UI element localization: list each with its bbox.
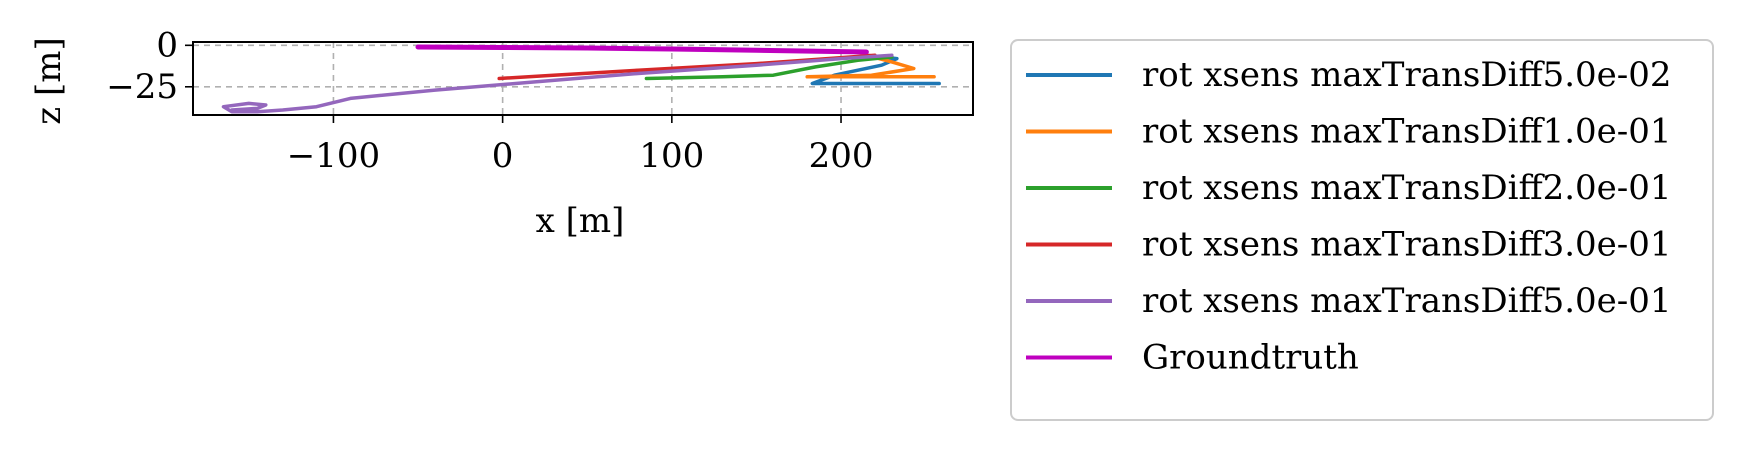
legend-label: rot xsens maxTransDiff5.0e-01 bbox=[1142, 281, 1672, 321]
x-tick-label: 200 bbox=[809, 136, 874, 176]
series-line-2 bbox=[805, 53, 936, 79]
plot-area bbox=[192, 41, 974, 116]
y-tick-label: 0 bbox=[156, 25, 178, 65]
x-tick-label: 0 bbox=[492, 136, 514, 176]
y-tick-label: −25 bbox=[106, 67, 178, 107]
y-axis-label: z [m] bbox=[29, 37, 69, 125]
x-axis: −100 0 100 200 bbox=[287, 115, 874, 176]
legend-box bbox=[1010, 39, 1714, 421]
series-line-5 bbox=[221, 53, 894, 114]
legend-label: rot xsens maxTransDiff2.0e-01 bbox=[1142, 168, 1672, 208]
series-layer bbox=[221, 44, 941, 114]
series-line-3 bbox=[644, 55, 894, 81]
legend: rot xsens maxTransDiff5.0e-02 rot xsens m… bbox=[1010, 39, 1714, 421]
legend-entries: rot xsens maxTransDiff5.0e-02 rot xsens m… bbox=[1026, 55, 1672, 378]
legend-label: rot xsens maxTransDiff3.0e-01 bbox=[1142, 225, 1672, 265]
series-line-6 bbox=[415, 44, 869, 55]
legend-label: rot xsens maxTransDiff5.0e-02 bbox=[1142, 55, 1672, 95]
legend-label: Groundtruth bbox=[1142, 338, 1359, 378]
x-axis-label: x [m] bbox=[536, 201, 625, 241]
y-axis: 0−25 bbox=[106, 25, 193, 107]
x-tick-label: 100 bbox=[639, 136, 704, 176]
plot-frame bbox=[192, 41, 974, 116]
x-tick-label: −100 bbox=[287, 136, 380, 176]
legend-label: rot xsens maxTransDiff1.0e-01 bbox=[1142, 112, 1672, 152]
